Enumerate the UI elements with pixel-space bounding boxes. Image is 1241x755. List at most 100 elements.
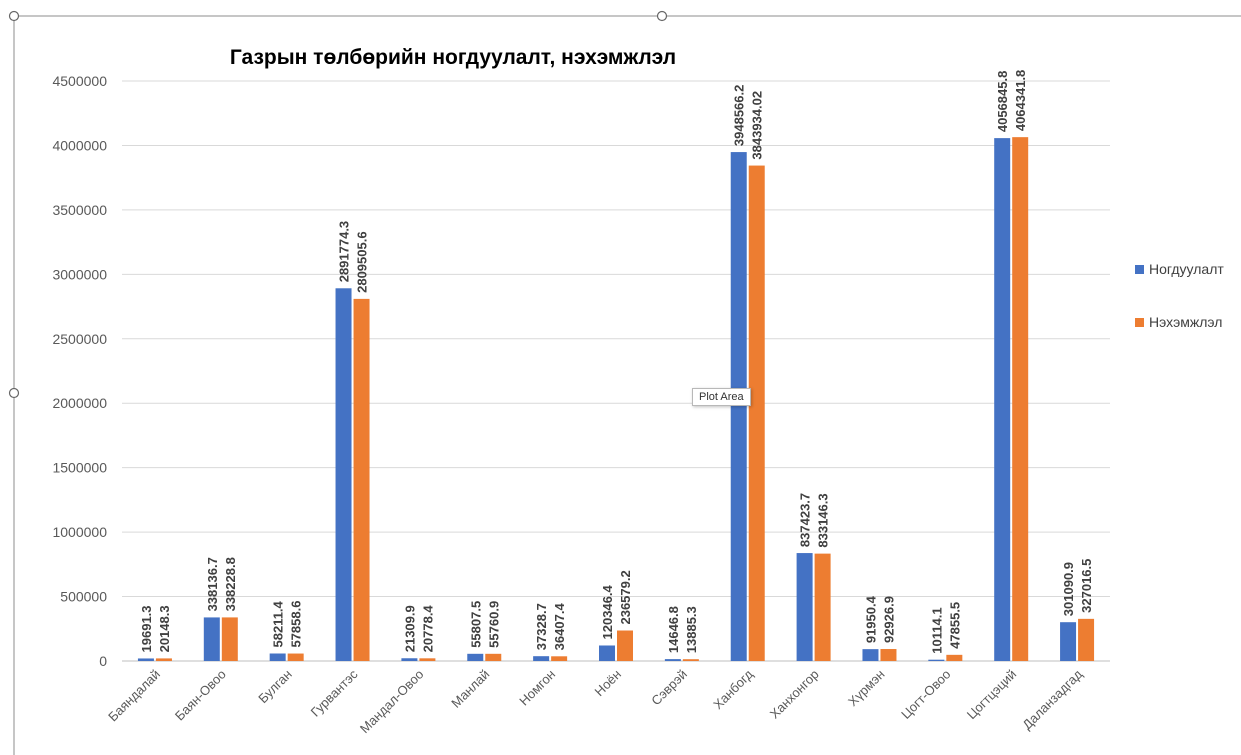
- legend-swatch: [1135, 265, 1144, 274]
- legend-label[interactable]: Нэхэмжлэл: [1149, 314, 1222, 330]
- bar-nogduulalt[interactable]: [269, 653, 286, 661]
- bar-nekhemjlel[interactable]: [485, 653, 502, 661]
- x-tick-label: Даланзадгад: [1019, 666, 1085, 732]
- data-label: 37328.7: [534, 603, 549, 650]
- bar-nogduulalt[interactable]: [203, 617, 220, 661]
- x-tick-label: Цогтцэций: [964, 667, 1020, 723]
- data-label: 36407.4: [552, 603, 567, 651]
- bar-nogduulalt[interactable]: [664, 659, 681, 661]
- bar-nogduulalt[interactable]: [401, 658, 418, 661]
- data-label: 19691.3: [139, 605, 154, 652]
- x-tick-label: Манлай: [448, 667, 492, 711]
- data-label: 10114.1: [929, 607, 944, 653]
- resize-handle-top-middle[interactable]: [656, 10, 668, 22]
- bar-nogduulalt[interactable]: [862, 649, 879, 661]
- y-tick-label: 4000000: [52, 137, 107, 153]
- data-label: 14646.8: [666, 606, 681, 653]
- y-tick-label: 2500000: [52, 331, 107, 347]
- data-label: 58211.4: [271, 600, 286, 647]
- data-label: 301090.9: [1061, 562, 1076, 616]
- bar-nogduulalt[interactable]: [137, 658, 154, 661]
- data-label: 20148.3: [157, 605, 172, 652]
- bar-nekhemjlel[interactable]: [353, 298, 370, 661]
- y-axis-ticks: 0 500000 1000000 1500000 2000000 2500000 30000…: [52, 73, 107, 669]
- bar-nekhemjlel[interactable]: [287, 653, 304, 661]
- y-tick-label: 3500000: [52, 202, 107, 218]
- data-label: 20778.4: [420, 605, 435, 653]
- x-tick-label: Баяндалай: [105, 667, 163, 725]
- data-label: 3843934.02: [750, 91, 765, 160]
- y-tick-label: 500000: [60, 589, 107, 605]
- data-label: 92926.9: [881, 596, 896, 643]
- legend-label[interactable]: Ногдуулалт: [1149, 261, 1224, 277]
- x-tick-label: Ханхонгор: [767, 667, 822, 722]
- bar-nogduulalt[interactable]: [599, 645, 615, 661]
- bars[interactable]: [137, 137, 1095, 662]
- legend-swatch: [1135, 318, 1144, 327]
- bar-nekhemjlel[interactable]: [1012, 137, 1029, 662]
- legend[interactable]: Ногдуулалт Нэхэмжлэл: [1135, 261, 1224, 330]
- data-label: 4056845.8: [995, 71, 1010, 132]
- data-label: 91950.4: [863, 595, 878, 643]
- bar-nekhemjlel[interactable]: [419, 658, 436, 661]
- data-label: 55760.9: [486, 601, 501, 648]
- x-tick-label: Гурвантэс: [308, 666, 361, 719]
- data-label: 833146.3: [816, 493, 831, 547]
- y-tick-label: 1500000: [52, 460, 107, 476]
- x-tick-label: Баян-Овоо: [172, 667, 229, 724]
- bar-nekhemjlel[interactable]: [814, 553, 831, 661]
- data-label: 236579.2: [618, 570, 633, 624]
- data-label: 47855.5: [947, 602, 962, 649]
- data-label: 3948566.2: [732, 85, 747, 146]
- y-tick-label: 0: [99, 653, 107, 669]
- bar-nogduulalt[interactable]: [533, 656, 550, 661]
- x-tick-label: Цогт-Овоо: [898, 667, 953, 722]
- bar-nekhemjlel[interactable]: [748, 165, 765, 661]
- bar-nekhemjlel[interactable]: [880, 649, 897, 661]
- x-tick-label: Номгон: [516, 667, 558, 709]
- resize-handle-top-left[interactable]: [8, 10, 20, 22]
- gridlines: [122, 80, 1110, 662]
- data-label: 837423.7: [798, 493, 813, 547]
- bar-nekhemjlel[interactable]: [617, 630, 633, 661]
- bar-nekhemjlel[interactable]: [551, 656, 568, 661]
- bar-nekhemjlel[interactable]: [682, 659, 699, 661]
- data-label: 338136.7: [205, 557, 220, 611]
- plot-area-tooltip: Plot Area: [692, 388, 751, 406]
- y-tick-label: 1000000: [52, 524, 107, 540]
- bar-nogduulalt[interactable]: [994, 138, 1011, 661]
- y-tick-label: 4500000: [52, 73, 107, 89]
- data-label: 120346.4: [600, 584, 615, 639]
- bar-nogduulalt[interactable]: [928, 659, 945, 661]
- bar-nekhemjlel[interactable]: [946, 654, 963, 661]
- data-labels: 19691.3 20148.3 338136.7 338228.8 58211.4 578…: [139, 70, 1094, 654]
- data-label: 57858.6: [289, 601, 304, 648]
- x-tick-label: Хүрмэн: [845, 667, 888, 710]
- data-label: 2809505.6: [355, 231, 370, 292]
- resize-handle-middle-left[interactable]: [8, 387, 20, 399]
- data-label: 13885.3: [684, 606, 699, 653]
- bar-nekhemjlel[interactable]: [221, 617, 238, 661]
- x-tick-label: Ханбогд: [710, 666, 756, 712]
- bar-nogduulalt[interactable]: [467, 653, 484, 661]
- bar-nekhemjlel[interactable]: [155, 658, 172, 661]
- data-label: 338228.8: [223, 557, 238, 611]
- data-label: 327016.5: [1079, 559, 1094, 613]
- data-label: 4064341.8: [1013, 70, 1028, 131]
- y-tick-label: 3000000: [52, 266, 107, 282]
- chart-title: Газрын төлбөрийн ногдуулалт, нэхэмжлэл: [230, 46, 676, 69]
- x-tick-label: Ноён: [592, 667, 625, 700]
- bar-nekhemjlel[interactable]: [1078, 618, 1095, 661]
- bar-nogduulalt[interactable]: [335, 288, 352, 661]
- data-label: 2891774.3: [337, 221, 352, 282]
- bar-nogduulalt[interactable]: [1060, 622, 1077, 661]
- bar-nogduulalt[interactable]: [730, 152, 747, 662]
- y-tick-label: 2000000: [52, 395, 107, 411]
- x-tick-label: Мандал-Овоо: [357, 667, 427, 737]
- data-label: 55807.5: [468, 601, 483, 648]
- x-axis-ticks: Баяндалай Баян-Овоо Булган ГурвантэсМандал-…: [105, 666, 1085, 736]
- bar-nogduulalt[interactable]: [796, 553, 813, 661]
- x-tick-label: Булган: [255, 667, 295, 707]
